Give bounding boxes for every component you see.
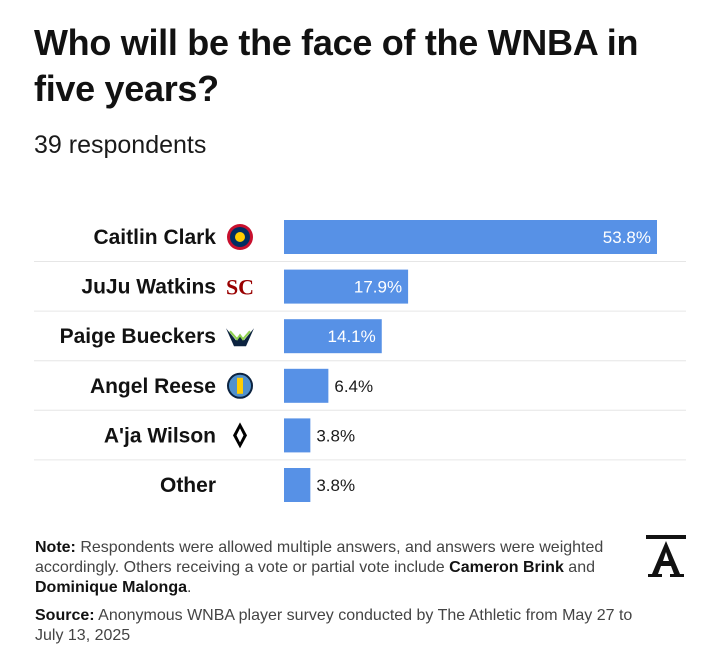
category-label: Caitlin Clark bbox=[93, 226, 216, 249]
value-label: 6.4% bbox=[334, 377, 373, 396]
value-label: 3.8% bbox=[316, 476, 355, 495]
note-name-1: Cameron Brink bbox=[449, 559, 564, 576]
category-label: Other bbox=[160, 474, 216, 497]
bar bbox=[284, 468, 311, 502]
value-label: 14.1% bbox=[328, 327, 376, 346]
usc-letters: SC bbox=[226, 275, 254, 300]
fever-core bbox=[235, 232, 245, 242]
chart-notes: Note: Respondents were allowed multiple … bbox=[35, 538, 635, 654]
wings-accent bbox=[229, 330, 251, 341]
category-label: A'ja Wilson bbox=[104, 424, 216, 447]
indiana-fever-logo-icon bbox=[227, 224, 253, 250]
aces-inner bbox=[236, 428, 244, 443]
value-label: 3.8% bbox=[316, 426, 355, 445]
chart-title: Who will be the face of the WNBA in five… bbox=[34, 22, 639, 109]
note-and: and bbox=[568, 559, 595, 576]
bar bbox=[284, 269, 409, 304]
bar bbox=[284, 368, 329, 403]
note-name-2: Dominique Malonga bbox=[35, 579, 187, 596]
sky-center bbox=[237, 377, 243, 394]
dallas-wings-logo-icon bbox=[226, 328, 254, 347]
las-vegas-aces-logo-icon bbox=[233, 422, 247, 449]
the-athletic-logo-icon bbox=[646, 535, 686, 577]
note-label: Note: bbox=[35, 539, 76, 556]
category-label: Paige Bueckers bbox=[60, 325, 216, 348]
bar bbox=[284, 319, 382, 354]
source-text: Anonymous WNBA player survey conducted b… bbox=[35, 607, 633, 644]
note-text: Respondents were allowed multiple answer… bbox=[35, 539, 604, 576]
category-label: JuJu Watkins bbox=[81, 276, 216, 299]
bar-chart: Caitlin Clark 53.8% JuJu Watkins SC 17.9% Pai… bbox=[34, 220, 686, 502]
source-label: Source: bbox=[35, 607, 95, 624]
value-label: 17.9% bbox=[354, 278, 402, 297]
bar bbox=[284, 220, 657, 254]
usc-logo-icon: SC bbox=[226, 275, 254, 300]
note-paragraph: Note: Respondents were allowed multiple … bbox=[35, 538, 635, 598]
wings-shape bbox=[226, 328, 254, 347]
value-label: 53.8% bbox=[603, 228, 651, 247]
bar bbox=[284, 418, 311, 453]
chart-subtitle: 39 respondents bbox=[34, 131, 207, 159]
source-paragraph: Source: Anonymous WNBA player survey con… bbox=[35, 606, 635, 646]
chicago-sky-logo-icon bbox=[227, 372, 253, 399]
note-period: . bbox=[187, 579, 192, 596]
category-label: Angel Reese bbox=[90, 375, 216, 398]
